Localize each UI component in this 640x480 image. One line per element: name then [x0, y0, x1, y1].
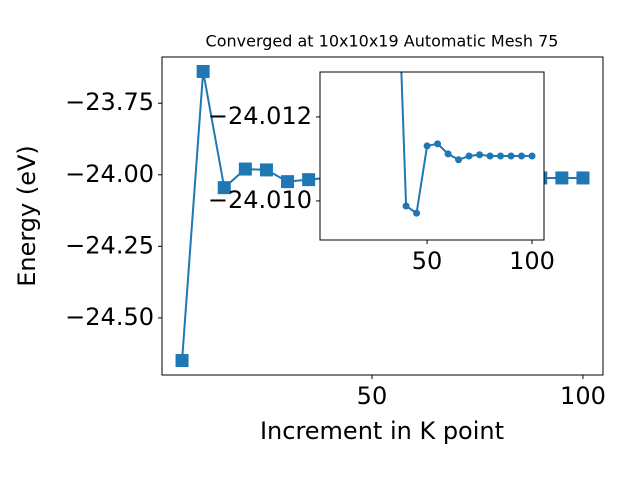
axes-frame: [161, 56, 604, 376]
data-point: [413, 209, 421, 217]
data-point: [528, 152, 536, 160]
data-point: [196, 64, 210, 78]
data-point: [238, 162, 252, 176]
y-axis-label: Energy (eV): [13, 145, 41, 287]
data-point: [402, 202, 410, 210]
plot-series: [400, 72, 536, 217]
data-point: [455, 156, 463, 164]
y-tick-label: −24.00: [65, 160, 154, 188]
data-point: [259, 163, 273, 177]
data-point: [476, 151, 484, 159]
y-tick-label: −24.25: [65, 231, 154, 259]
x-tick-label: 50: [357, 382, 388, 410]
data-point: [217, 181, 231, 195]
data-point: [302, 173, 316, 187]
x-axis-label: Increment in K point: [260, 417, 504, 445]
y-tick-label: −24.50: [65, 303, 154, 331]
data-point: [281, 175, 295, 189]
y-tick-label: −23.75: [65, 88, 154, 116]
data-point: [465, 152, 473, 160]
x-tick-label: 50: [412, 247, 443, 275]
data-point: [518, 152, 526, 160]
data-point: [444, 150, 452, 158]
data-point: [507, 152, 515, 160]
x-tick-label: 100: [509, 247, 555, 275]
data-point: [434, 140, 442, 148]
data-point: [555, 171, 569, 185]
chart-title: Converged at 10x10x19 Automatic Mesh 75: [206, 32, 559, 51]
data-point: [423, 142, 431, 150]
data-point: [576, 171, 590, 185]
y-tick-label: −24.012: [208, 102, 312, 130]
y-tick-label: −24.010: [208, 186, 312, 214]
data-point: [486, 152, 494, 160]
data-point: [497, 152, 505, 160]
axes-frame: [319, 71, 545, 241]
data-point: [175, 354, 189, 368]
x-tick-label: 100: [560, 382, 606, 410]
